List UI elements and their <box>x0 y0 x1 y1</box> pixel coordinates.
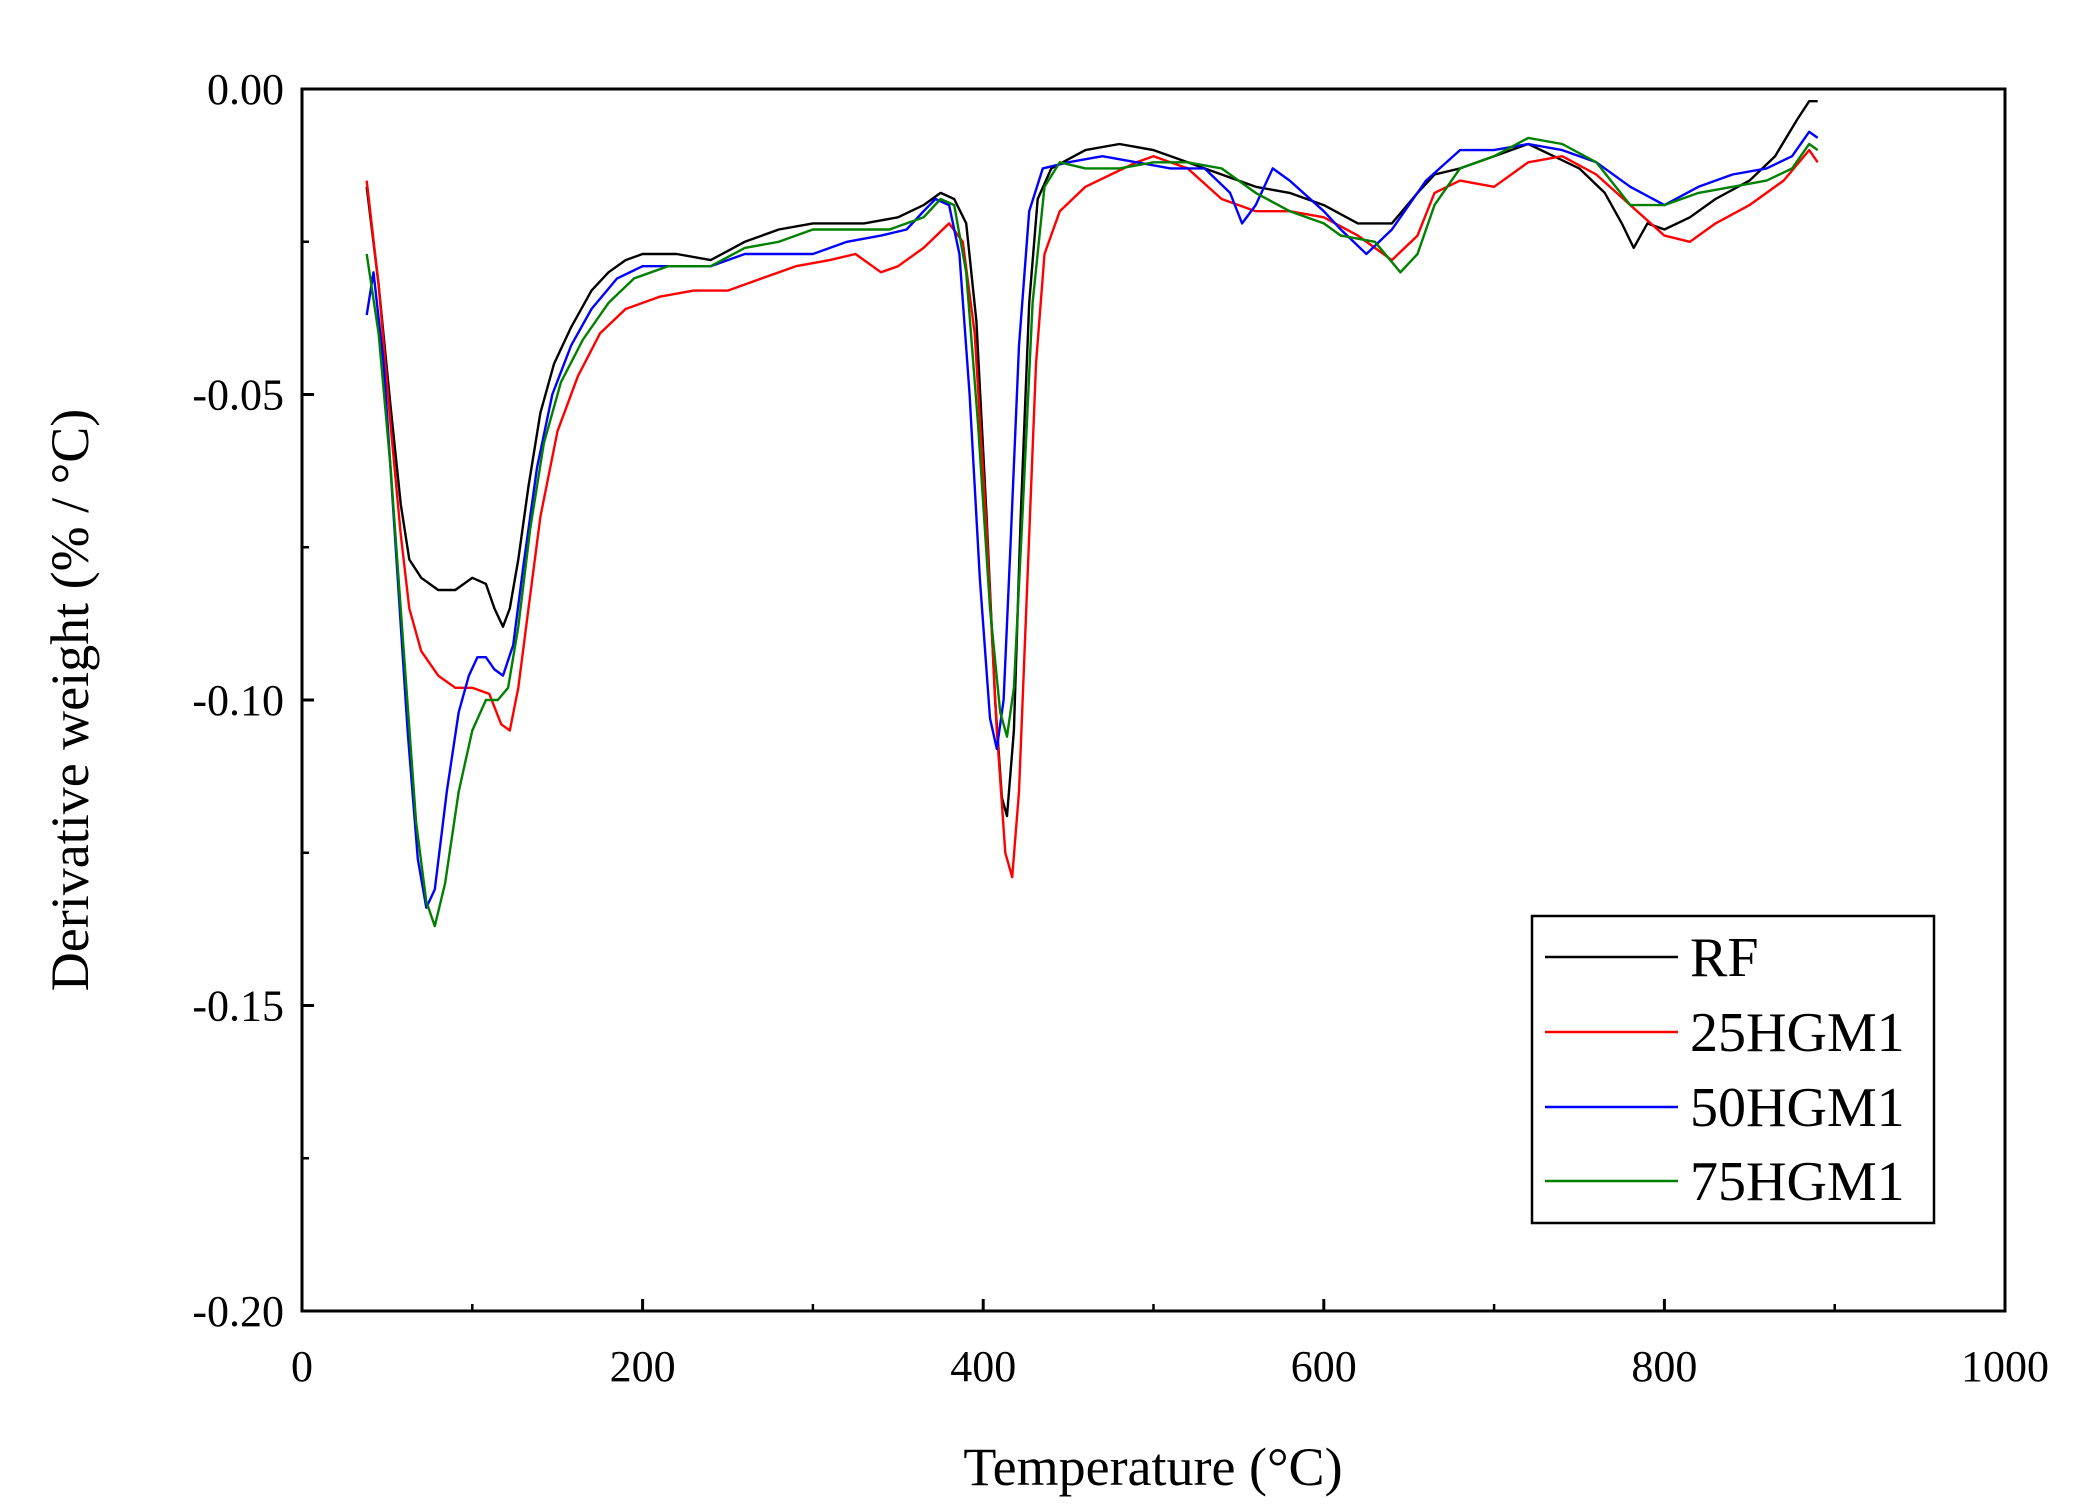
x-tick-label: 400 <box>950 1342 1016 1391</box>
x-tick-label: 200 <box>610 1342 676 1391</box>
series-lines <box>365 100 1819 928</box>
y-tick-labels: 0.00 -0.05 -0.10 -0.15 -0.20 <box>192 65 284 1336</box>
x-tick-label: 800 <box>1631 1342 1697 1391</box>
y-tick-label: -0.15 <box>192 982 284 1031</box>
y-tick-label: -0.20 <box>192 1287 284 1336</box>
legend-box <box>1530 914 1936 1225</box>
y-tick-label: -0.05 <box>192 371 284 420</box>
series-line-rf <box>365 100 1818 818</box>
x-tick-label: 1000 <box>1961 1342 2049 1391</box>
x-tick-labels: 0 200 400 600 800 1000 <box>291 1342 2049 1391</box>
series-line-75hgm1 <box>365 136 1819 928</box>
x-tick-label: 0 <box>291 1342 313 1391</box>
legend: RF 25HGM1 50HGM1 75HGM1 <box>1530 914 1936 1225</box>
y-tick-label: 0.00 <box>207 65 284 114</box>
legend-entries: RF 25HGM1 50HGM1 75HGM1 <box>1545 927 1905 1213</box>
legend-label-75hgm1: 75HGM1 <box>1690 1151 1905 1213</box>
legend-label-rf: RF <box>1690 927 1759 989</box>
x-axis-title: Temperature (°C) <box>963 1437 1342 1497</box>
series-line-50hgm1 <box>365 130 1819 909</box>
y-tick-label: -0.10 <box>192 676 284 725</box>
x-tick-label: 600 <box>1291 1342 1357 1391</box>
legend-label-50hgm1: 50HGM1 <box>1690 1077 1905 1139</box>
plot-frame <box>300 87 2007 1313</box>
y-axis-title: Derivative weight (% / °C) <box>40 409 100 991</box>
series-line-25hgm1 <box>365 148 1819 879</box>
legend-label-25hgm1: 25HGM1 <box>1690 1002 1905 1064</box>
